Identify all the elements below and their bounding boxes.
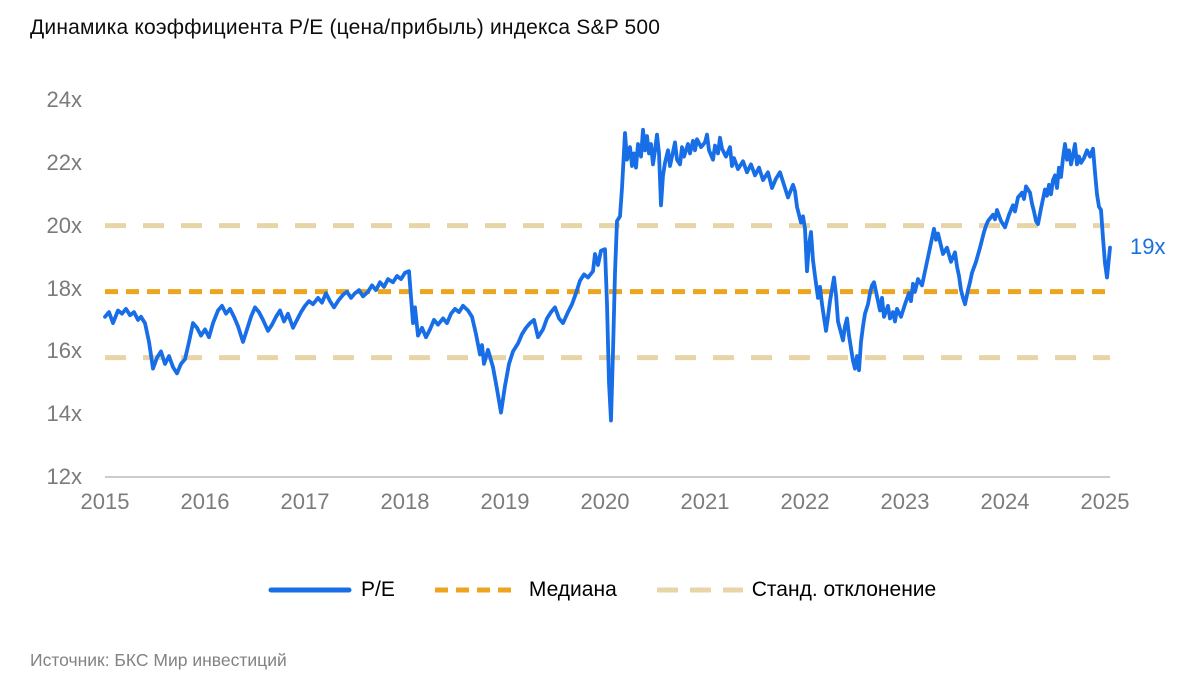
x-axis-label: 2018 (380, 489, 430, 514)
x-axis-label: 2020 (580, 489, 630, 514)
x-axis-label: 2016 (180, 489, 230, 514)
y-axis-label: 20x (46, 212, 82, 238)
x-axis-label: 2022 (780, 489, 830, 514)
pe-line (103, 127, 1112, 423)
page-title: Динамика коэффициента P/E (цена/прибыль)… (30, 16, 661, 39)
x-axis-label: 2019 (480, 489, 530, 514)
legend-item-std: Станд. отклонение (656, 578, 937, 602)
x-axis-label: 2015 (80, 489, 130, 514)
legend-item-pe: P/E (268, 578, 395, 602)
legend-item-median: Медиана (434, 578, 617, 602)
x-axis-label: 2017 (280, 489, 330, 514)
y-axis-label: 22x (46, 149, 82, 175)
legend-label-median: Медиана (528, 578, 617, 601)
y-axis-label: 12x (46, 464, 82, 490)
legend-label-pe: P/E (361, 578, 395, 601)
legend-label-std: Станд. отклонение (751, 578, 937, 601)
x-axis-label: 2025 (1080, 489, 1130, 514)
x-axis-label: 2024 (980, 489, 1030, 514)
std-line-swatch-icon (656, 587, 743, 593)
x-axis-label: 2023 (880, 489, 930, 514)
y-axis-label: 18x (46, 275, 82, 301)
y-axis-label: 24x (46, 87, 82, 112)
legend: P/E Медиана Станд. отклонение (268, 576, 936, 604)
y-axis-label: 14x (46, 401, 82, 427)
y-axis-label: 16x (46, 338, 82, 364)
median-line-swatch-icon (434, 587, 511, 593)
pe-line-swatch-icon (268, 587, 352, 593)
x-axis-label: 2021 (680, 489, 730, 514)
last-value-label: 19x (1130, 234, 1166, 259)
source-note: Источник: БКС Мир инвестиций (30, 650, 287, 670)
